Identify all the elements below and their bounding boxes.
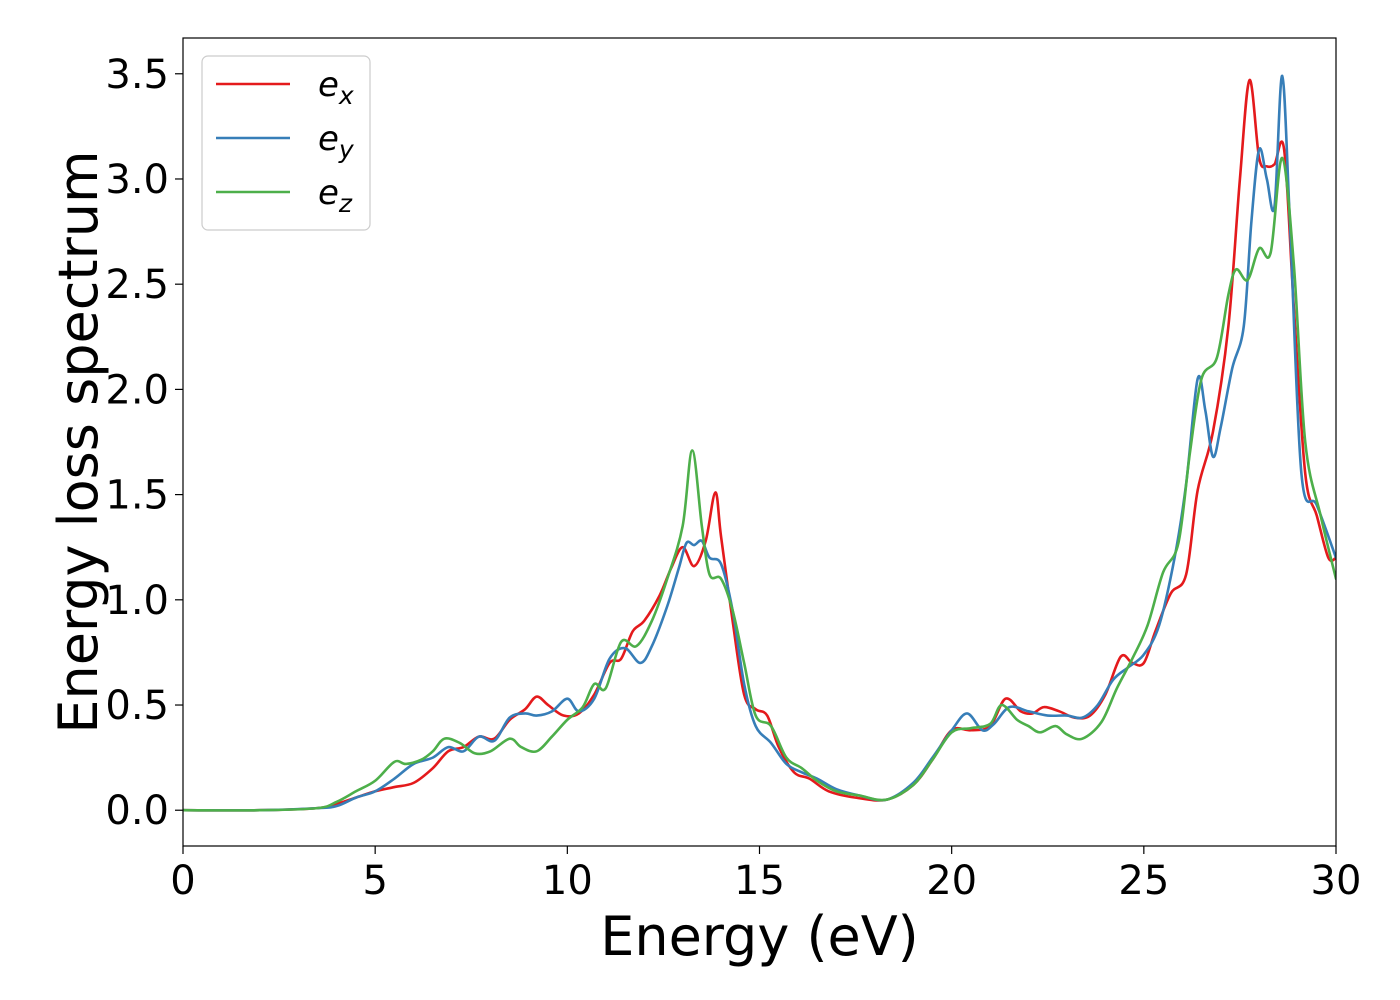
x-tick-label: 20: [926, 858, 977, 904]
legend-box: [201, 55, 371, 231]
y-axis-label: Energy loss spectrum: [47, 150, 110, 733]
legend-label-ez: ez: [318, 173, 353, 218]
x-tick-label: 25: [1118, 858, 1169, 904]
x-tick-label: 0: [170, 858, 195, 904]
series-line-ez: [183, 156, 1336, 812]
series-line-ey: [183, 74, 1336, 812]
x-tick-label: 10: [542, 858, 593, 904]
y-tick-label: 1.5: [105, 473, 169, 519]
x-tick-label: 15: [734, 858, 785, 904]
y-tick-label: 3.5: [105, 52, 169, 98]
x-tick-label: 5: [362, 858, 387, 904]
y-tick-label: 0.0: [105, 788, 169, 834]
legend-label-ex: ex: [318, 65, 354, 110]
x-tick-label: 30: [1311, 858, 1362, 904]
series-lines: [183, 74, 1336, 812]
y-tick-label: 2.5: [105, 262, 169, 308]
legend-label-ey: ey: [318, 119, 355, 164]
legend: ex ey ez: [201, 55, 371, 231]
y-tick-label: 0.5: [105, 683, 169, 729]
y-axis-ticks: 0.0 0.5 1.0 1.5 2.0 2.5 3.0 3.5: [105, 52, 183, 834]
y-tick-label: 1.0: [105, 578, 169, 624]
y-tick-label: 3.0: [105, 157, 169, 203]
y-tick-label: 2.0: [105, 367, 169, 413]
x-axis-label: Energy (eV): [600, 905, 919, 968]
x-axis-ticks: 0 5 10 15 20 25 30: [170, 846, 1361, 904]
